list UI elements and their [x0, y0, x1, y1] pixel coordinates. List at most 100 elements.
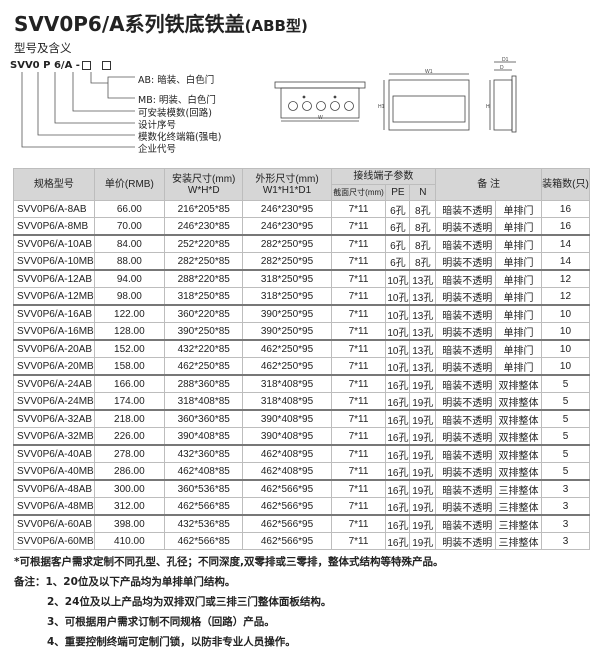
- cell-model: SVV0P6/A-16MB: [13, 322, 95, 341]
- cell-price: 174.00: [93, 392, 165, 411]
- cell-section: 7*11: [330, 234, 387, 253]
- table-row: SVV0P6/A-24AB 166.00 288*360*85 318*408*95 7…: [13, 374, 591, 393]
- label-w: W: [318, 115, 323, 121]
- cell-pe: 10孔: [385, 339, 411, 358]
- note-item: 3、可根据用户需求订制不同规格（回路）产品。: [47, 616, 275, 628]
- table-row: SVV0P6/A-16MB 128.00 390*250*85 390*250*95 7…: [13, 322, 591, 341]
- cell-install-type: 暗装不透明: [435, 444, 497, 463]
- cell-install-type: 明装不透明: [435, 252, 497, 271]
- table-row: SVV0P6/A-32AB 218.00 360*360*85 390*408*95 7…: [13, 409, 591, 428]
- header-outer: 外形尺寸(mm) W1*H1*D1: [242, 168, 332, 201]
- cell-pe: 16孔: [385, 444, 411, 463]
- cell-qty: 5: [540, 444, 591, 463]
- cell-install-size: 360*360*85: [163, 409, 244, 428]
- table-row: SVV0P6/A-32MB 226.00 390*408*85 390*408*95 7…: [13, 427, 591, 446]
- cell-qty: 5: [540, 409, 591, 428]
- note-custom: *可根据客户需求定制不同孔型、孔径；不同深度,双零排或三零排，整体式结构等特殊产…: [14, 556, 444, 568]
- table-row: SVV0P6/A-40MB 286.00 462*408*85 462*408*95 7…: [13, 462, 591, 481]
- table-row: SVV0P6/A-12MB 98.00 318*250*85 318*250*95 7*…: [13, 287, 591, 306]
- cell-n: 19孔: [409, 462, 437, 481]
- cell-install-type: 明装不透明: [435, 497, 497, 516]
- header-remark: 备 注: [435, 168, 542, 201]
- cell-install-size: 462*566*85: [163, 497, 244, 516]
- cell-outer-size: 390*408*95: [242, 409, 332, 428]
- box-bottom-view-drawing: [274, 81, 366, 122]
- cell-n: 19孔: [409, 532, 437, 550]
- cell-price: 226.00: [93, 427, 165, 446]
- table-row: SVV0P6/A-48MB 312.00 462*566*85 462*566*95 7…: [13, 497, 591, 516]
- cell-price: 122.00: [93, 304, 165, 323]
- cell-door-type: 单排门: [495, 234, 542, 253]
- cell-section: 7*11: [330, 269, 387, 288]
- cell-model: SVV0P6/A-8MB: [13, 217, 95, 236]
- cell-pe: 10孔: [385, 287, 411, 306]
- header-qty: 装箱数(只): [540, 168, 591, 201]
- cell-install-size: 360*536*85: [163, 479, 244, 498]
- cell-door-type: 单排门: [495, 269, 542, 288]
- cell-n: 19孔: [409, 497, 437, 516]
- cell-install-size: 246*230*85: [163, 217, 244, 236]
- cell-n: 19孔: [409, 409, 437, 428]
- cell-model: SVV0P6/A-12MB: [13, 287, 95, 306]
- cell-section: 7*11: [330, 497, 387, 516]
- cell-pe: 16孔: [385, 409, 411, 428]
- cell-price: 98.00: [93, 287, 165, 306]
- cell-price: 166.00: [93, 374, 165, 393]
- cell-install-type: 暗装不透明: [435, 479, 497, 498]
- cell-section: 7*11: [330, 339, 387, 358]
- header-pe: PE: [385, 184, 411, 201]
- cell-door-type: 单排门: [495, 304, 542, 323]
- model-section-heading: 型号及含义: [14, 41, 72, 55]
- code-company: SVV0: [10, 60, 40, 71]
- cell-model: SVV0P6/A-32AB: [13, 409, 95, 428]
- cell-outer-size: 246*230*95: [242, 217, 332, 236]
- cell-model: SVV0P6/A-24MB: [13, 392, 95, 411]
- note-item: 备注：1、20位及以下产品均为单排单门结构。: [14, 572, 443, 592]
- cell-model: SVV0P6/A-48MB: [13, 497, 95, 516]
- table-row: SVV0P6/A-40AB 278.00 432*360*85 462*408*95 7…: [13, 444, 591, 463]
- cell-n: 13孔: [409, 339, 437, 358]
- cell-install-size: 462*566*85: [163, 532, 244, 550]
- cell-n: 8孔: [409, 217, 437, 236]
- cell-install-type: 暗装不透明: [435, 409, 497, 428]
- page-title: SVV0P6/A系列铁底铁盖(ABB型): [14, 8, 308, 37]
- cell-qty: 10: [540, 357, 591, 376]
- cell-door-type: 三排整体: [495, 497, 542, 516]
- cell-outer-size: 282*250*95: [242, 252, 332, 271]
- cell-section: 7*11: [330, 287, 387, 306]
- cell-outer-size: 462*408*95: [242, 462, 332, 481]
- cell-install-size: 390*408*85: [163, 427, 244, 446]
- cell-section: 7*11: [330, 462, 387, 481]
- code-label-modules: 可安装模数(回路): [138, 108, 212, 119]
- cell-install-type: 暗装不透明: [435, 269, 497, 288]
- cell-price: 312.00: [93, 497, 165, 516]
- cell-install-type: 明装不透明: [435, 427, 497, 446]
- cell-install-type: 明装不透明: [435, 532, 497, 550]
- cell-qty: 3: [540, 479, 591, 498]
- cell-door-type: 双排整体: [495, 444, 542, 463]
- cell-n: 13孔: [409, 269, 437, 288]
- code-series: 6/A -: [53, 60, 80, 71]
- table-row: SVV0P6/A-10MB 88.00 282*250*85 282*250*95 7*…: [13, 252, 591, 271]
- cell-door-type: 单排门: [495, 200, 542, 218]
- code-modules-box: [81, 60, 91, 70]
- cell-qty: 3: [540, 497, 591, 516]
- cell-n: 8孔: [409, 200, 437, 218]
- cell-model: SVV0P6/A-40AB: [13, 444, 95, 463]
- cell-install-size: 432*360*85: [163, 444, 244, 463]
- cell-price: 128.00: [93, 322, 165, 341]
- cell-n: 19孔: [409, 514, 437, 533]
- cell-install-size: 390*250*85: [163, 322, 244, 341]
- cell-n: 13孔: [409, 304, 437, 323]
- cell-outer-size: 462*250*95: [242, 339, 332, 358]
- cell-door-type: 三排整体: [495, 479, 542, 498]
- cell-section: 7*11: [330, 532, 387, 550]
- cell-price: 158.00: [93, 357, 165, 376]
- cell-n: 19孔: [409, 427, 437, 446]
- cell-install-type: 明装不透明: [435, 217, 497, 236]
- cell-section: 7*11: [330, 444, 387, 463]
- table-row: SVV0P6/A-20MB 158.00 462*250*85 462*250*95 7…: [13, 357, 591, 376]
- cell-install-size: 282*250*85: [163, 252, 244, 271]
- cell-outer-size: 318*250*95: [242, 287, 332, 306]
- cell-n: 8孔: [409, 234, 437, 253]
